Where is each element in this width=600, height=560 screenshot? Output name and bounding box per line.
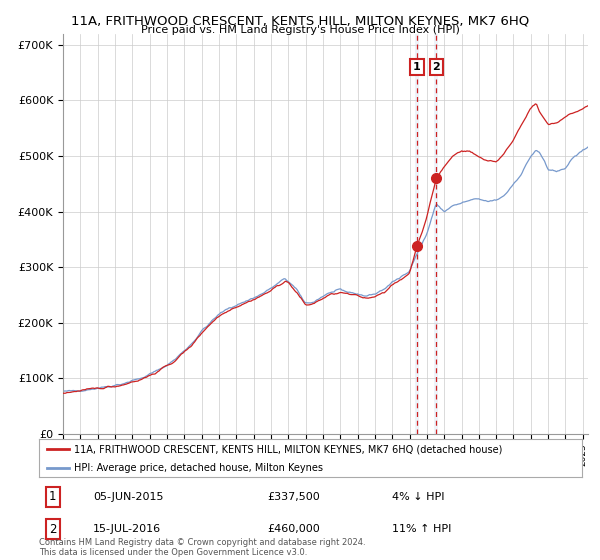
Text: 11% ↑ HPI: 11% ↑ HPI [392, 524, 451, 534]
Text: 2: 2 [49, 522, 56, 536]
Text: 1: 1 [413, 62, 421, 72]
Bar [415, 34, 419, 434]
Text: Contains HM Land Registry data © Crown copyright and database right 2024.
This d: Contains HM Land Registry data © Crown c… [39, 538, 365, 557]
Text: £337,500: £337,500 [267, 492, 320, 502]
Text: £460,000: £460,000 [267, 524, 320, 534]
Text: Price paid vs. HM Land Registry's House Price Index (HPI): Price paid vs. HM Land Registry's House … [140, 25, 460, 35]
Text: 11A, FRITHWOOD CRESCENT, KENTS HILL, MILTON KEYNES, MK7 6HQ (detached house): 11A, FRITHWOOD CRESCENT, KENTS HILL, MIL… [74, 444, 503, 454]
Text: 1: 1 [49, 491, 56, 503]
Bar [434, 34, 438, 434]
Text: 4% ↓ HPI: 4% ↓ HPI [392, 492, 445, 502]
Text: 05-JUN-2015: 05-JUN-2015 [94, 492, 164, 502]
Text: 15-JUL-2016: 15-JUL-2016 [94, 524, 161, 534]
Text: HPI: Average price, detached house, Milton Keynes: HPI: Average price, detached house, Milt… [74, 463, 323, 473]
Text: 11A, FRITHWOOD CRESCENT, KENTS HILL, MILTON KEYNES, MK7 6HQ: 11A, FRITHWOOD CRESCENT, KENTS HILL, MIL… [71, 14, 529, 27]
Text: 2: 2 [433, 62, 440, 72]
